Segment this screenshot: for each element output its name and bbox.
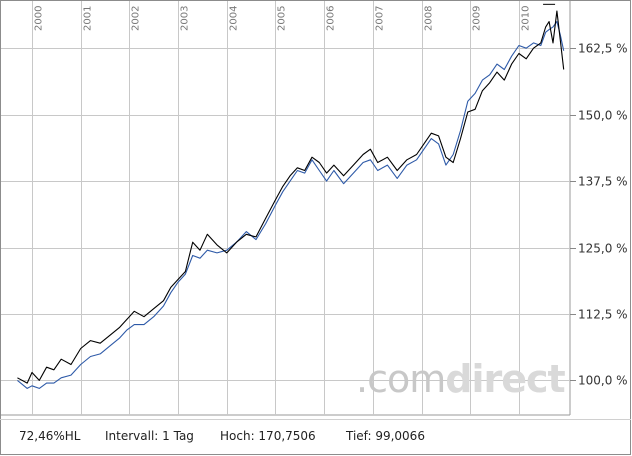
x-tick-label: 2008 [424, 6, 435, 31]
y-tick-label: 100,0 % [578, 374, 628, 388]
series-line-black [17, 10, 565, 384]
y-tick-label: 125,0 % [578, 242, 628, 256]
x-tick-label: 2000 [34, 6, 45, 31]
performance-label: 72,46%HL [19, 429, 81, 443]
price-chart: 2000 2001 2002 2003 2004 2005 2006 2007 2008 2009… [1, 1, 628, 416]
series-line-blue [17, 21, 565, 389]
x-tick-label: 2005 [277, 6, 288, 31]
y-tick-label: 162,5 % [578, 42, 628, 56]
y-axis-ticks: 100,0 % 112,5 % 125,0 % 137,5 % 150,0 % 162,5… [570, 42, 628, 388]
comdirect-watermark: .comdirect [356, 357, 566, 401]
x-tick-label: 2010 [521, 6, 532, 31]
x-tick-label: 2007 [375, 6, 386, 31]
chart-footer: 72,46%HL Intervall: 1 Tag Hoch: 170,7506… [0, 419, 631, 456]
low-label: Tief: 99,0066 [346, 429, 425, 443]
x-tick-label: 2001 [83, 6, 94, 31]
x-tick-label: 2006 [326, 6, 337, 31]
x-axis-ticks: 2000 2001 2002 2003 2004 2005 2006 2007 2008 2009… [34, 6, 532, 31]
interval-label: Intervall: 1 Tag [105, 429, 194, 443]
grid [1, 1, 571, 416]
series-lines [17, 3, 565, 389]
y-tick-label: 112,5 % [578, 308, 628, 322]
x-tick-label: 2003 [180, 6, 191, 31]
x-tick-label: 2002 [131, 6, 142, 31]
x-tick-label: 2004 [229, 6, 240, 31]
x-tick-label: 2009 [472, 6, 483, 31]
high-label: Hoch: 170,7506 [220, 429, 316, 443]
y-tick-label: 150,0 % [578, 109, 628, 123]
y-tick-label: 137,5 % [578, 175, 628, 189]
